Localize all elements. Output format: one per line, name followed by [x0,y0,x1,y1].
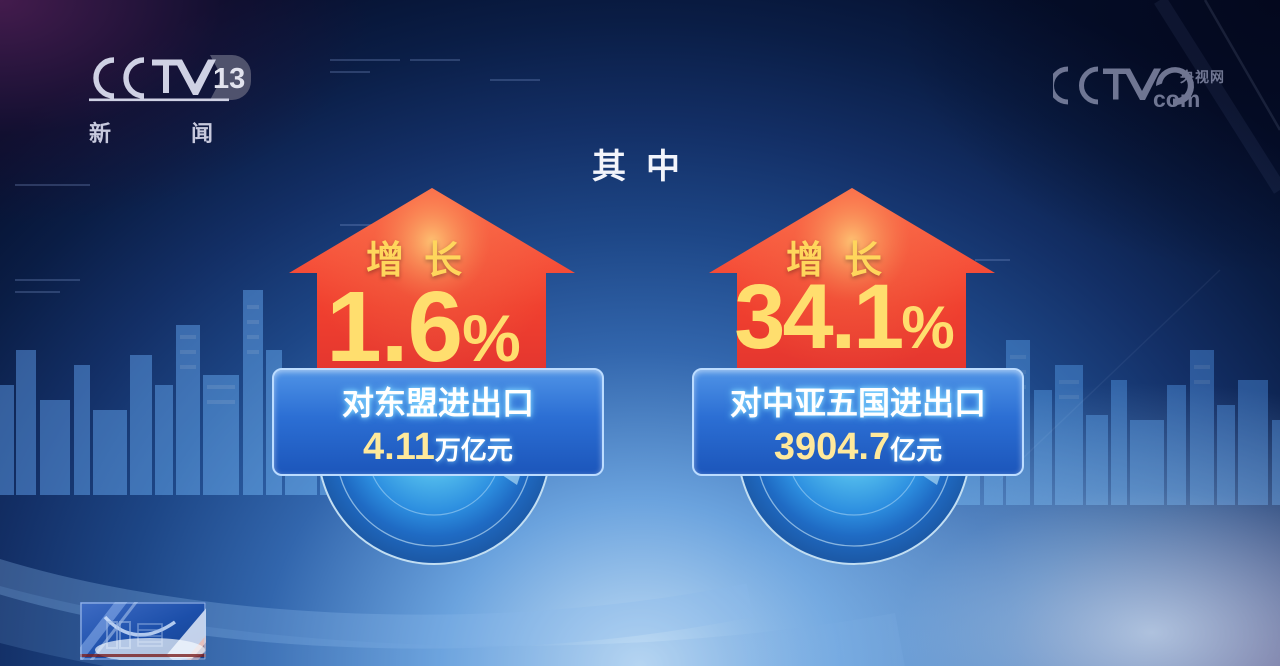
svg-text:com: com [1153,86,1200,112]
svg-text:13: 13 [213,63,245,95]
svg-text:央视网: 央视网 [1180,69,1225,85]
